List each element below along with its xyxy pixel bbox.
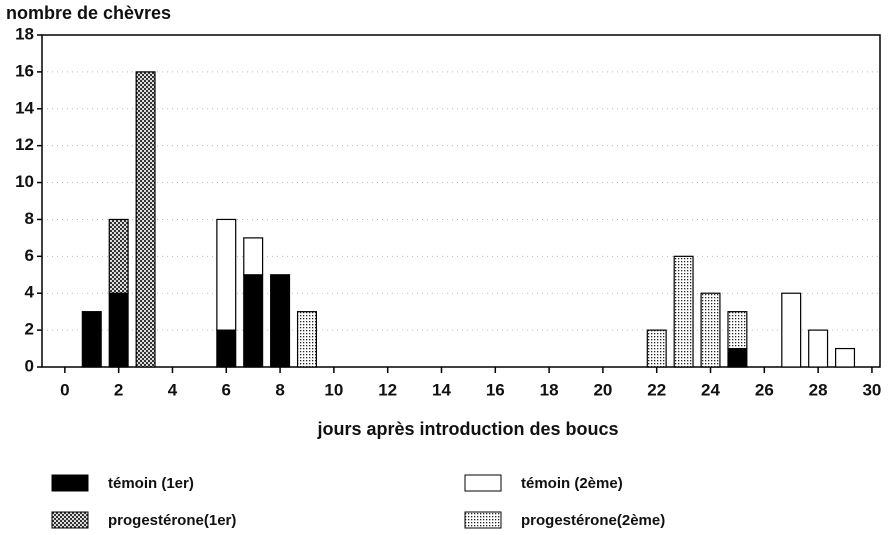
x-tick-label: 20 — [593, 380, 612, 399]
x-tick-label: 30 — [862, 380, 881, 399]
x-tick-label: 26 — [755, 380, 774, 399]
legend-label: progestérone(2ème) — [521, 512, 665, 529]
y-tick-label: 18 — [15, 24, 34, 43]
bar-segment — [243, 274, 264, 368]
y-tick-label: 16 — [15, 61, 34, 80]
bar-segment — [108, 218, 129, 294]
bar-segment — [108, 292, 129, 368]
y-tick-label: 0 — [25, 356, 34, 375]
x-tick-label: 28 — [809, 380, 828, 399]
bar-segment — [135, 71, 156, 368]
bar-segment — [835, 347, 856, 368]
y-tick-label: 14 — [15, 98, 34, 117]
legend-swatch — [464, 474, 502, 492]
legend-label: témoin (2ème) — [521, 475, 623, 492]
bar-segment — [216, 218, 237, 331]
y-tick-label: 4 — [25, 283, 35, 302]
bar-segment — [646, 329, 667, 368]
bar-segment — [673, 255, 694, 368]
x-tick-label: 2 — [114, 380, 123, 399]
x-tick-label: 6 — [222, 380, 231, 399]
bar-segment — [727, 347, 748, 368]
bar-segment — [700, 292, 721, 368]
bar-segment — [216, 329, 237, 368]
x-tick-label: 10 — [324, 380, 343, 399]
legend-label: témoin (1er) — [108, 475, 194, 492]
legend-swatch — [51, 511, 89, 529]
x-tick-label: 24 — [701, 380, 720, 399]
x-tick-label: 8 — [275, 380, 284, 399]
y-tick-label: 2 — [25, 320, 34, 339]
x-tick-label: 16 — [486, 380, 505, 399]
y-tick-label: 10 — [15, 172, 34, 191]
x-tick-label: 14 — [432, 380, 451, 399]
legend-swatch — [464, 511, 502, 529]
bar-segment — [81, 311, 102, 368]
x-tick-label: 22 — [647, 380, 666, 399]
plot-frame — [41, 34, 881, 368]
x-axis-title: jours après introduction des boucs — [316, 419, 618, 439]
bar-segment — [296, 311, 318, 368]
legend-swatch — [51, 474, 89, 492]
x-tick-label: 18 — [540, 380, 559, 399]
y-tick-label: 12 — [15, 135, 34, 154]
bar-segment — [808, 329, 829, 368]
x-tick-label: 12 — [378, 380, 397, 399]
bar-segment — [270, 274, 291, 368]
legend-label: progestérone(1er) — [108, 512, 236, 529]
bar-segment — [727, 311, 748, 350]
y-tick-label: 6 — [25, 246, 34, 265]
y-axis-title: nombre de chèvres — [6, 3, 171, 23]
y-tick-label: 8 — [25, 209, 34, 228]
x-tick-label: 4 — [168, 380, 178, 399]
x-tick-label: 0 — [60, 380, 69, 399]
bar-segment — [781, 292, 802, 368]
bar-segment — [243, 237, 264, 276]
